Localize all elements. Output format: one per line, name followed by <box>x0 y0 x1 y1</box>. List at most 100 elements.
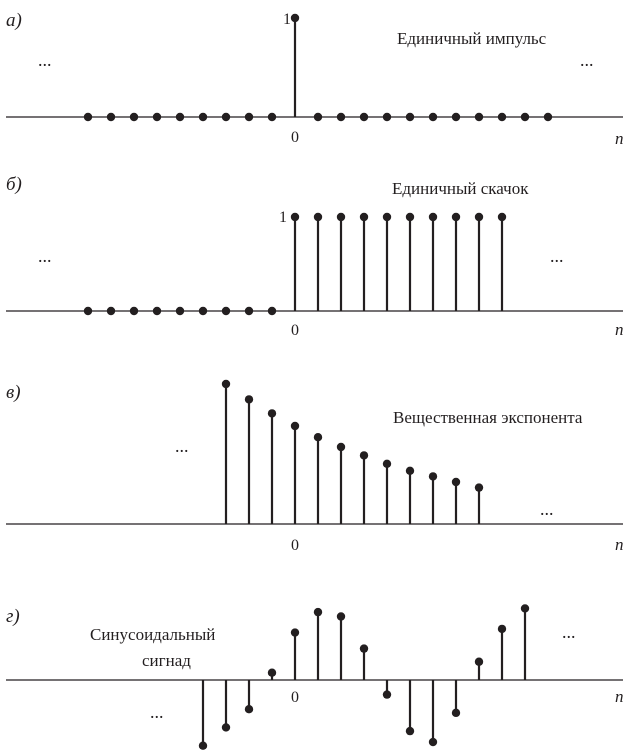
panel-c-sample-point <box>405 466 415 475</box>
panel-d-sample-point <box>313 607 323 617</box>
panel-b-sample-point <box>313 212 323 222</box>
panel-d-sample-point <box>428 737 438 747</box>
panel-c-sample-point <box>428 472 438 481</box>
panel-a-sample-point <box>83 112 93 122</box>
panel-c-ellipsis-left: ... <box>175 436 189 456</box>
panel-a-label: а) <box>6 10 22 31</box>
panel-c-sample-point <box>451 477 461 487</box>
panel-b-sample-point <box>221 306 231 316</box>
panel-b-sample-point <box>198 306 208 316</box>
panel-d-sample-point <box>474 657 484 666</box>
panel-b-sample-point <box>451 212 461 222</box>
panel-b-sample-point <box>359 212 369 222</box>
panel-b-ellipsis-right: ... <box>550 246 564 266</box>
panel-b-axis-label: n <box>615 320 623 339</box>
panel-a-sample-point <box>129 112 139 122</box>
panel-b-sample-point <box>106 306 116 316</box>
panel-b-sample-point <box>129 306 139 316</box>
panel-a-stems <box>83 13 553 122</box>
panel-d-sample-point <box>359 644 369 653</box>
panel-c-label: в) <box>6 382 21 403</box>
panel-b-sample-point <box>83 306 93 316</box>
panel-d-ellipsis-left: ... <box>150 702 164 722</box>
panel-c-sample-point <box>221 379 231 389</box>
panel-a-zero-label: 0 <box>291 129 299 146</box>
panel-d-sample-point <box>497 624 507 634</box>
panel-b: б) Единичный скачок ... ... 1 0 n <box>6 174 623 339</box>
panel-a-sample-point <box>198 112 208 122</box>
panel-b-sample-point <box>497 212 507 222</box>
panel-d-sample-point <box>520 604 530 613</box>
panel-c-sample-point <box>382 459 392 468</box>
panel-b-sample-point <box>474 212 484 222</box>
panel-c: в) Вещественная экспонента ... ... 0 n <box>6 379 623 554</box>
panel-c-stems <box>221 379 484 524</box>
panel-d-stems <box>198 604 530 750</box>
panel-c-axis-label: n <box>615 535 623 554</box>
panel-a-title: Единичный импульс <box>397 29 547 48</box>
panel-a-sample-point <box>175 112 185 122</box>
panel-d-sample-point <box>382 690 392 699</box>
panel-a-sample-point <box>336 112 346 122</box>
panel-d-sample-point <box>198 741 208 750</box>
panel-a-ellipsis-right: ... <box>580 50 594 70</box>
panel-d-axis-label: n <box>615 687 623 706</box>
panel-c-title: Вещественная экспонента <box>393 408 583 427</box>
panel-d-sample-point <box>221 723 231 732</box>
panel-d-title-line-2: сигнад <box>142 651 191 670</box>
panel-b-unit-label: 1 <box>279 209 287 226</box>
panel-a-sample-point <box>405 112 415 122</box>
panel-b-stems <box>83 212 507 316</box>
panel-b-zero-label: 0 <box>291 322 299 339</box>
panel-c-sample-point <box>313 433 323 442</box>
panel-d-zero-label: 0 <box>291 689 299 706</box>
panel-c-sample-point <box>359 451 369 460</box>
panel-a-ellipsis-left: ... <box>38 50 52 70</box>
panel-b-sample-point <box>290 212 300 222</box>
panel-a-sample-point <box>451 112 461 122</box>
panel-d-sample-point <box>336 612 346 621</box>
panel-a-sample-point <box>313 112 323 122</box>
panel-a-sample-point <box>221 112 231 122</box>
panel-d-sample-point <box>405 726 415 736</box>
panel-c-sample-point <box>244 395 254 404</box>
panel-a-sample-point <box>290 13 300 23</box>
panel-b-sample-point <box>336 212 346 222</box>
panel-a-sample-point <box>520 112 530 122</box>
panel-d-ellipsis-right: ... <box>562 622 576 642</box>
panel-a-sample-point <box>428 112 438 122</box>
panel-d-title-line-1: Синусоидальный <box>90 625 215 644</box>
panel-a-unit-label: 1 <box>283 11 291 28</box>
panel-a-sample-point <box>106 112 116 122</box>
panel-d-sample-point <box>290 628 300 637</box>
panel-a-sample-point <box>474 112 484 122</box>
panel-b-label: б) <box>6 174 22 195</box>
panel-d-sample-point <box>244 705 254 714</box>
panel-b-sample-point <box>428 212 438 222</box>
panel-a: а) Единичный импульс ... ... 1 0 n <box>6 10 623 148</box>
panel-a-axis-label: n <box>615 129 623 148</box>
panel-b-ellipsis-left: ... <box>38 246 52 266</box>
panel-d-sample-point <box>451 708 461 718</box>
panel-c-zero-label: 0 <box>291 537 299 554</box>
panel-c-sample-point <box>290 421 300 431</box>
panel-a-sample-point <box>244 112 254 122</box>
panel-a-sample-point <box>382 112 392 122</box>
panel-d-sample-point <box>267 668 277 677</box>
panel-c-sample-point <box>474 483 484 492</box>
panel-d-label: г) <box>6 606 20 627</box>
panel-b-sample-point <box>267 306 277 316</box>
panel-c-ellipsis-right: ... <box>540 499 554 519</box>
panel-a-sample-point <box>543 112 553 122</box>
panel-a-sample-point <box>497 112 507 122</box>
panel-b-sample-point <box>382 212 392 222</box>
panel-a-sample-point <box>359 112 369 122</box>
panel-b-sample-point <box>152 306 162 316</box>
panel-b-sample-point <box>175 306 185 316</box>
panel-b-sample-point <box>405 212 415 222</box>
panel-b-sample-point <box>244 306 254 316</box>
panel-a-sample-point <box>267 112 277 122</box>
panel-c-sample-point <box>336 442 346 452</box>
panel-d: г) Синусоидальный сигнад ... ... 0 n <box>6 604 623 750</box>
